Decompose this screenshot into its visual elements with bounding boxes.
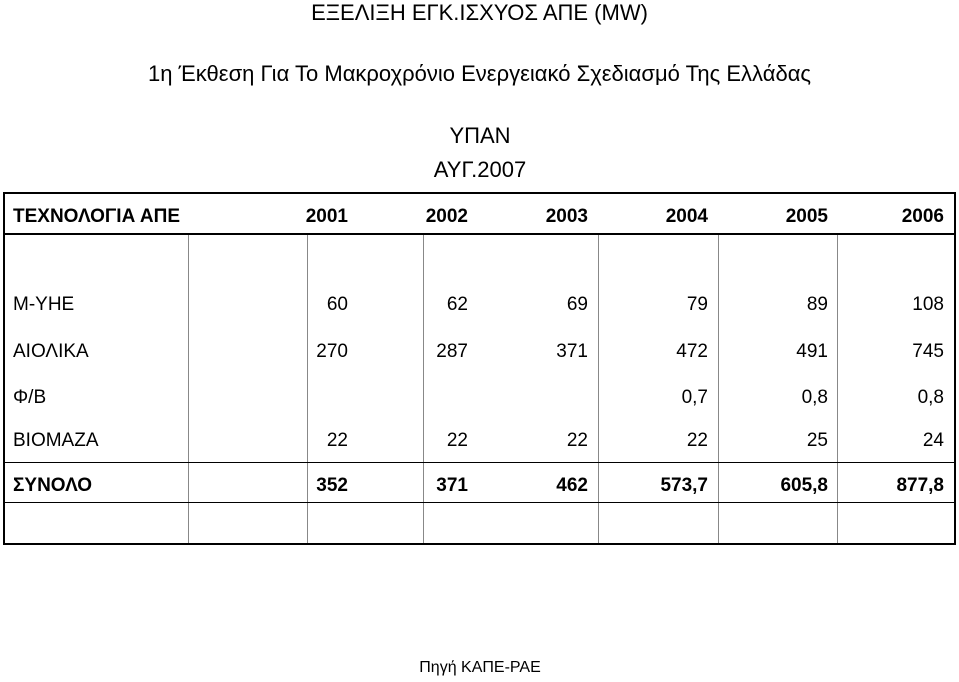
total-cell: 573,7 bbox=[660, 475, 708, 496]
column-header-2006: 2006 bbox=[901, 206, 944, 227]
total-divider bbox=[5, 462, 954, 463]
total-cell: 462 bbox=[556, 475, 588, 496]
column-divider bbox=[307, 235, 308, 543]
column-header-2003: 2003 bbox=[545, 206, 588, 227]
column-header-technology: ΤΕΧΝΟΛΟΓΙΑ ΑΠΕ bbox=[13, 206, 180, 227]
total-bottom-divider bbox=[5, 502, 954, 503]
row-label-small-hydro: Μ-ΥΗΕ bbox=[13, 294, 75, 315]
total-cell: 605,8 bbox=[780, 475, 828, 496]
organization-label: ΥΠΑΝ bbox=[449, 123, 511, 148]
table-cell: 22 bbox=[686, 430, 708, 451]
table-cell: 62 bbox=[446, 294, 468, 315]
table-cell: 108 bbox=[912, 294, 944, 315]
table-cell: 69 bbox=[566, 294, 588, 315]
table-cell: 472 bbox=[676, 341, 708, 362]
column-divider bbox=[598, 235, 599, 543]
subtitle: 1η Έκθεση Για Το Μακροχρόνιο Ενεργειακό … bbox=[147, 61, 812, 86]
total-cell: 371 bbox=[436, 475, 468, 496]
column-header-2001: 2001 bbox=[305, 206, 348, 227]
column-header-2002: 2002 bbox=[425, 206, 468, 227]
table-cell: 491 bbox=[796, 341, 828, 362]
column-divider bbox=[188, 235, 189, 543]
main-title: ΕΞΕΛΙΞΗ ΕΓΚ.ΙΣΧΥΟΣ ΑΠΕ (MW) bbox=[311, 0, 648, 25]
table-cell: 60 bbox=[326, 294, 348, 315]
table-cell: 79 bbox=[686, 294, 708, 315]
total-cell: 877,8 bbox=[896, 475, 944, 496]
table-cell: 0,8 bbox=[917, 387, 944, 408]
table-cell: 745 bbox=[912, 341, 944, 362]
table-cell: 24 bbox=[922, 430, 944, 451]
column-header-2004: 2004 bbox=[665, 206, 708, 227]
column-header-2005: 2005 bbox=[785, 206, 828, 227]
table-cell: 22 bbox=[566, 430, 588, 451]
column-divider bbox=[718, 235, 719, 543]
row-label-total: ΣΥΝΟΛΟ bbox=[13, 475, 93, 496]
capacity-table: ΤΕΧΝΟΛΟΓΙΑ ΑΠΕ 2001 2002 2003 2004 2005 … bbox=[3, 192, 956, 545]
row-label-photovoltaic: Φ/Β bbox=[13, 387, 47, 408]
source-note: Πηγή ΚΑΠΕ-ΡΑΕ bbox=[419, 659, 541, 676]
table-cell: 287 bbox=[436, 341, 468, 362]
column-divider bbox=[423, 235, 424, 543]
row-label-biomass: ΒΙΟΜΑΖΑ bbox=[13, 430, 99, 451]
table-cell: 22 bbox=[326, 430, 348, 451]
table-cell: 0,7 bbox=[681, 387, 708, 408]
table-cell: 270 bbox=[316, 341, 348, 362]
row-label-wind: ΑΙΟΛΙΚΑ bbox=[13, 341, 89, 362]
table-cell: 22 bbox=[446, 430, 468, 451]
column-divider bbox=[837, 235, 838, 543]
table-cell: 89 bbox=[806, 294, 828, 315]
total-cell: 352 bbox=[316, 475, 348, 496]
table-cell: 371 bbox=[556, 341, 588, 362]
header-divider bbox=[5, 233, 954, 235]
table-cell: 0,8 bbox=[801, 387, 828, 408]
table-cell: 25 bbox=[806, 430, 828, 451]
date-label: ΑΥΓ.2007 bbox=[433, 157, 527, 182]
